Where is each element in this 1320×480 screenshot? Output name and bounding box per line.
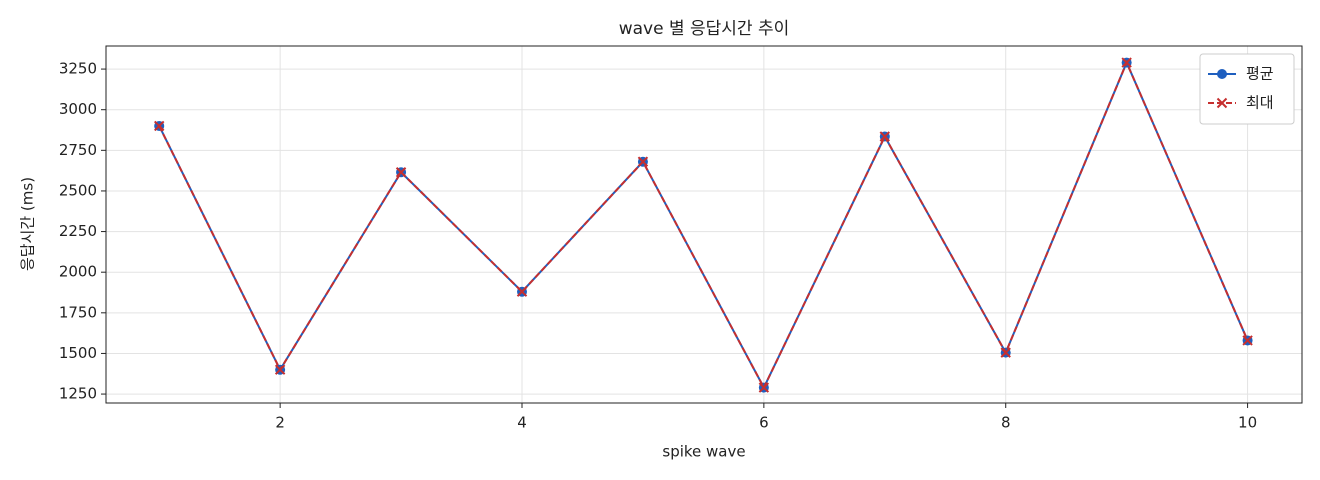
marker bbox=[1000, 347, 1011, 358]
marker bbox=[879, 131, 890, 142]
x-tick-label: 8 bbox=[1001, 414, 1011, 432]
y-tick-label: 1250 bbox=[59, 385, 97, 403]
marker bbox=[516, 286, 528, 297]
series-line bbox=[158, 60, 1249, 390]
legend-label: 평균 bbox=[1246, 65, 1274, 83]
y-tick-label: 1500 bbox=[59, 344, 97, 362]
y-axis-label: 응답시간 (ms) bbox=[19, 177, 37, 271]
y-tick-label: 2750 bbox=[59, 141, 97, 159]
y-tick-label: 2500 bbox=[59, 181, 97, 199]
marker bbox=[1121, 57, 1132, 68]
plot-frame bbox=[105, 45, 1303, 404]
x-tick-label: 2 bbox=[275, 414, 285, 432]
chart-title: wave 별 응답시간 추이 bbox=[619, 19, 790, 39]
marker bbox=[274, 364, 286, 375]
x-axis-label: spike wave bbox=[662, 443, 745, 461]
marker bbox=[758, 382, 770, 393]
y-tick-label: 3000 bbox=[59, 100, 97, 118]
y-tick-label: 1750 bbox=[59, 303, 97, 321]
legend-label: 최대 bbox=[1246, 94, 1274, 112]
legend-marker bbox=[1217, 69, 1227, 79]
marker bbox=[1242, 335, 1253, 346]
marker bbox=[395, 167, 407, 178]
marker bbox=[154, 120, 165, 132]
marker bbox=[637, 156, 649, 167]
legend-marker bbox=[1216, 97, 1228, 109]
x-tick-label: 6 bbox=[759, 414, 769, 432]
x-tick-label: 4 bbox=[517, 414, 527, 432]
y-tick-label: 2000 bbox=[59, 263, 97, 281]
x-tick-label: 10 bbox=[1238, 414, 1257, 432]
y-tick-label: 3250 bbox=[59, 60, 97, 78]
y-tick-label: 2250 bbox=[59, 222, 97, 240]
